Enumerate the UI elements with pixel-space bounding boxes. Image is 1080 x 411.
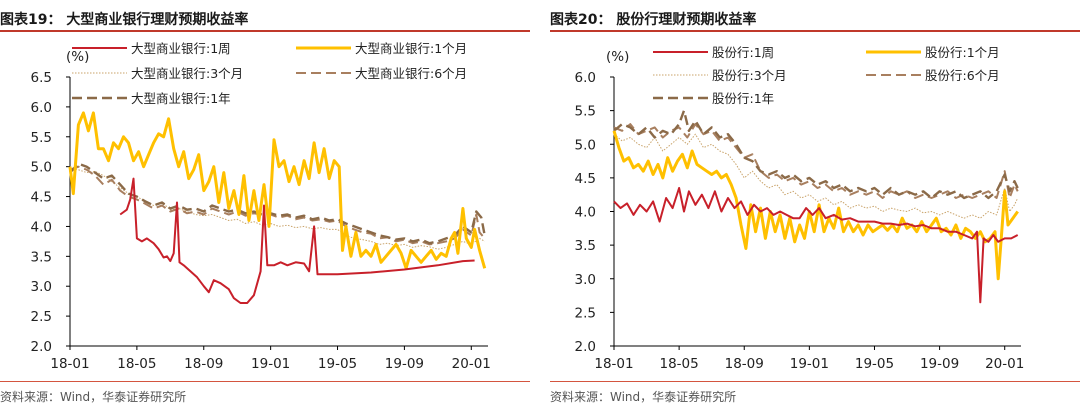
footer-rule bbox=[0, 381, 530, 382]
y-tick-label: 3.5 bbox=[31, 249, 52, 265]
y-tick-label: 3.0 bbox=[31, 279, 52, 295]
x-tick-label: 18-09 bbox=[184, 356, 223, 372]
x-tick-label: 18-09 bbox=[725, 356, 764, 372]
footer-rule bbox=[550, 381, 1080, 382]
legend-label-s1w: 股份行:1周 bbox=[712, 45, 774, 60]
chart-svg: (%) 6.5 6.0 5.5 5.0 4.5 4.0 3.5 3.0 2.5 2.018-01 18… bbox=[31, 41, 491, 372]
y-axis-unit-label: (%) bbox=[66, 49, 89, 65]
y-tick-label: 6.0 bbox=[575, 70, 596, 86]
series-line-s1y bbox=[69, 162, 486, 245]
chart-svg: (%) 6.0 5.5 5.0 4.5 4.0 3.5 3.0 2.5 2.018-01 18-05… bbox=[575, 45, 1025, 372]
x-tick-label: 19-09 bbox=[920, 356, 959, 372]
y-tick-label: 5.5 bbox=[31, 130, 52, 146]
series-line-s1w bbox=[119, 177, 475, 304]
chart-panel-joint-stock-banks: 图表20： 股份行理财预期收益率 (%) 6.0 5.5 5.0 4.5 4.0 3.5 3.… bbox=[550, 0, 1080, 411]
legend-label-s1m: 大型商业银行:1个月 bbox=[355, 41, 467, 56]
x-tick-label: 19-05 bbox=[855, 356, 894, 372]
y-tick-label: 4.0 bbox=[575, 205, 596, 221]
y-tick-label: 3.0 bbox=[575, 272, 596, 288]
y-tick-label: 6.0 bbox=[31, 100, 52, 116]
x-tick-label: 18-05 bbox=[660, 356, 699, 372]
y-tick-label: 2.5 bbox=[575, 305, 596, 321]
chart-panel-large-banks: 图表19： 大型商业银行理财预期收益率 (%) 6.5 6.0 5.5 5.0 4.5 4.… bbox=[0, 0, 530, 411]
y-tick-label: 3.5 bbox=[575, 238, 596, 254]
legend-label-s3m: 股份行:3个月 bbox=[712, 68, 787, 83]
x-tick-label: 18-01 bbox=[594, 356, 633, 372]
series-line-s6m bbox=[613, 123, 1019, 199]
y-tick-label: 4.0 bbox=[31, 219, 52, 235]
legend-label-s1m: 股份行:1个月 bbox=[925, 45, 1000, 60]
y-tick-label: 6.5 bbox=[31, 70, 52, 86]
y-tick-label: 2.0 bbox=[575, 339, 596, 355]
y-tick-label: 5.0 bbox=[575, 137, 596, 153]
legend-label-s6m: 大型商业银行:6个月 bbox=[355, 66, 467, 81]
header-rule bbox=[550, 30, 1080, 32]
y-tick-label: 4.5 bbox=[31, 190, 52, 206]
chart-header: 图表20： 股份行理财预期收益率 bbox=[550, 12, 757, 28]
x-tick-label: 19-09 bbox=[385, 356, 424, 372]
x-tick-label: 19-01 bbox=[790, 356, 829, 372]
series-line-s1m bbox=[612, 130, 1019, 281]
legend-label-s3m: 大型商业银行:3个月 bbox=[131, 66, 243, 81]
series-line-s1y bbox=[613, 109, 1019, 200]
x-tick-label: 19-01 bbox=[251, 356, 290, 372]
series-line-s6m bbox=[69, 165, 486, 246]
y-axis-unit-label: (%) bbox=[606, 49, 629, 65]
series-line-s3m bbox=[613, 133, 1019, 219]
chart-header: 图表19： 大型商业银行理财预期收益率 bbox=[0, 12, 249, 28]
y-tick-label: 5.0 bbox=[31, 160, 52, 176]
x-tick-label: 20-01 bbox=[452, 356, 491, 372]
legend-label-s1y: 股份行:1年 bbox=[712, 91, 774, 106]
source-note: 资料来源：Wind，华泰证券研究所 bbox=[0, 390, 187, 404]
legend-label-s1y: 大型商业银行:1年 bbox=[131, 91, 231, 106]
y-tick-label: 2.0 bbox=[31, 339, 52, 355]
source-note: 资料来源：Wind，华泰证券研究所 bbox=[550, 390, 737, 404]
legend-label-s1w: 大型商业银行:1周 bbox=[131, 41, 231, 56]
series-line-s1m bbox=[68, 111, 487, 270]
y-tick-label: 4.5 bbox=[575, 171, 596, 187]
x-tick-label: 18-05 bbox=[117, 356, 156, 372]
legend-label-s6m: 股份行:6个月 bbox=[925, 68, 1000, 83]
y-tick-label: 5.5 bbox=[575, 104, 596, 120]
x-tick-label: 18-01 bbox=[50, 356, 89, 372]
y-tick-label: 2.5 bbox=[31, 309, 52, 325]
series-line-s3m bbox=[69, 166, 485, 250]
x-tick-label: 19-05 bbox=[318, 356, 357, 372]
x-tick-label: 20-01 bbox=[985, 356, 1024, 372]
series-line-s1w bbox=[613, 187, 1019, 304]
header-rule bbox=[0, 30, 530, 32]
